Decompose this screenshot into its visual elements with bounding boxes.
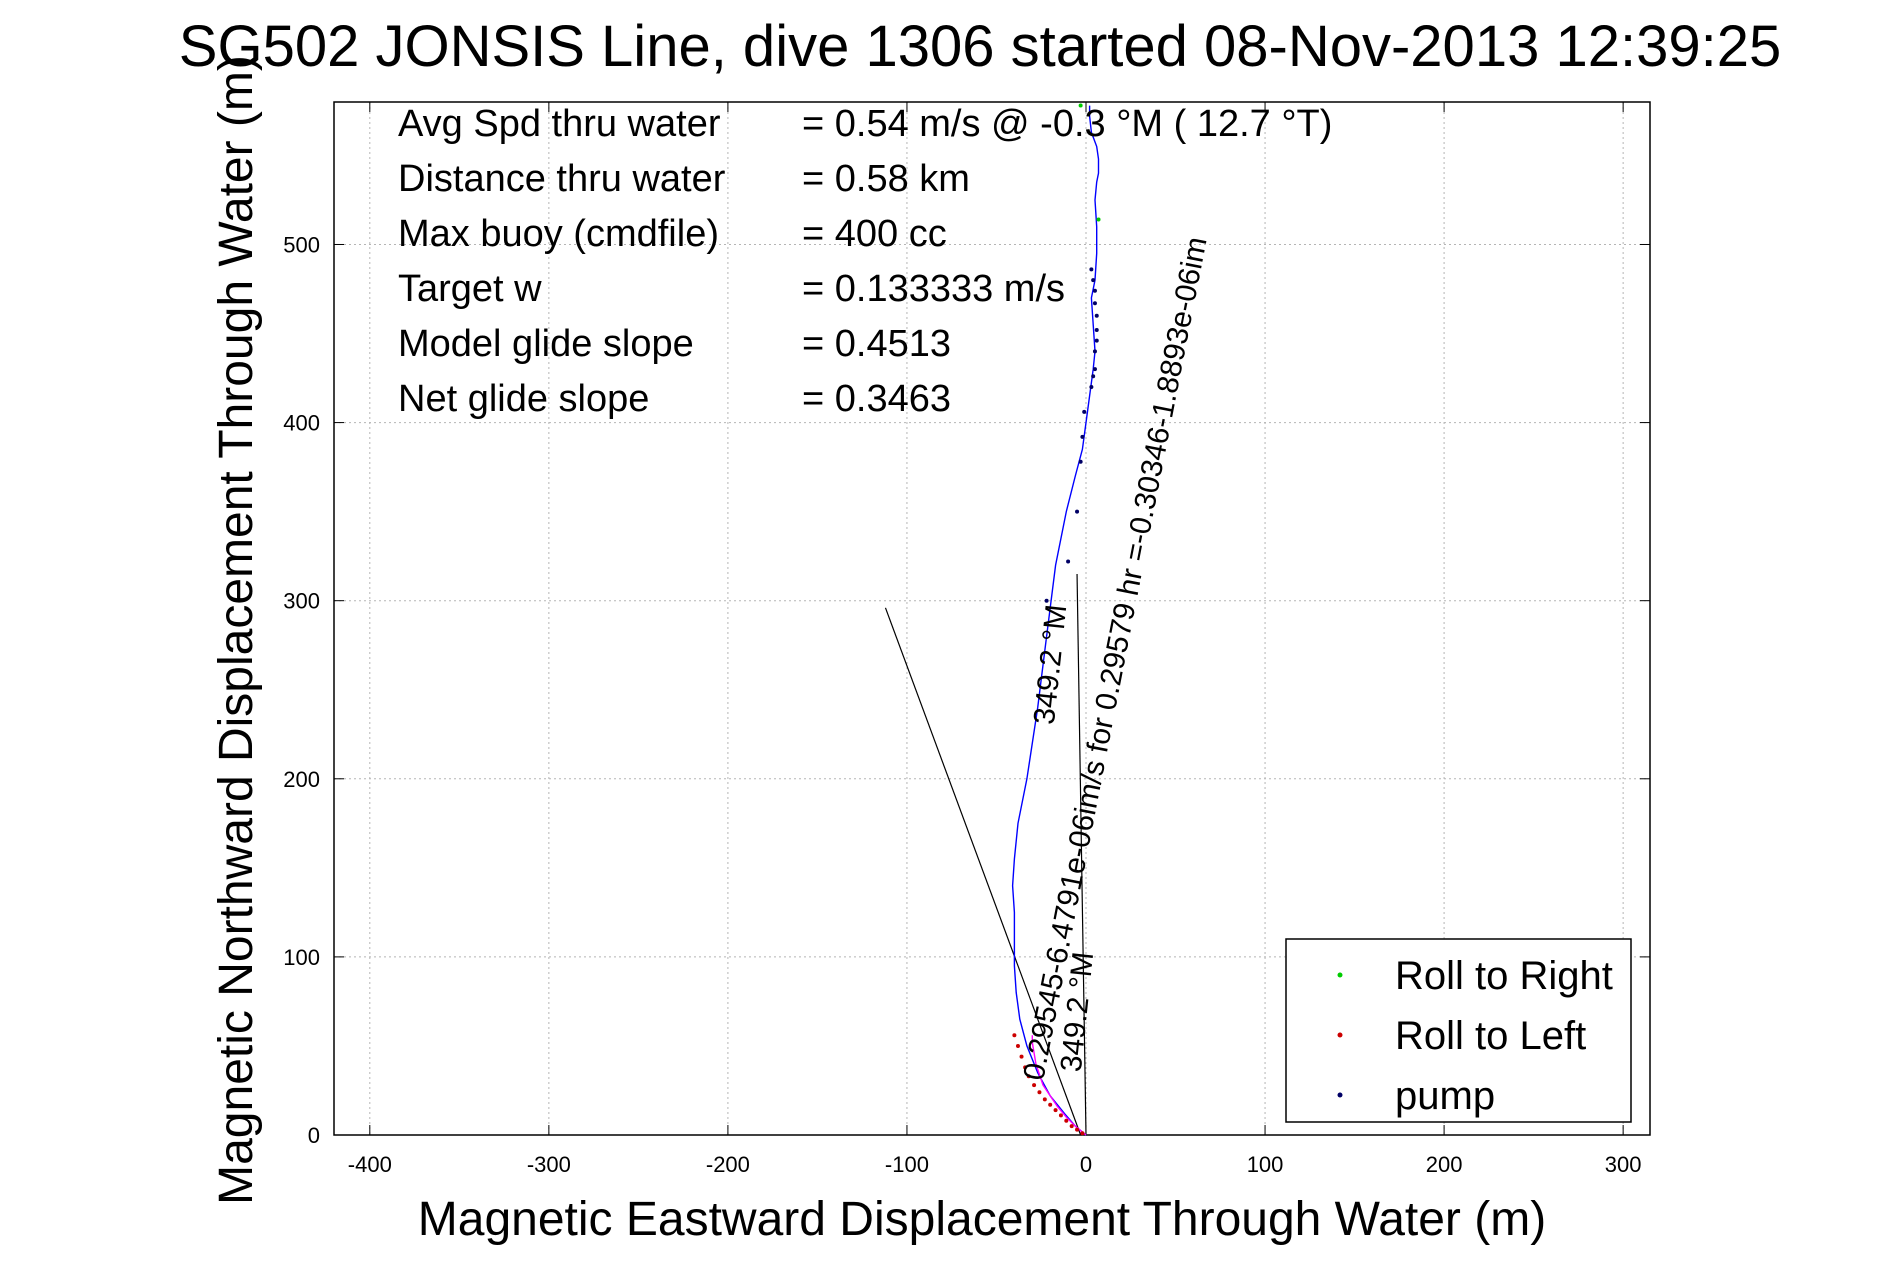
chart-title: SG502 JONSIS Line, dive 1306 started 08-… — [179, 14, 1781, 79]
y-tick-label: 200 — [283, 767, 320, 792]
legend: Roll to Right Roll to Left pump — [1285, 938, 1632, 1123]
stat-value: = 400 cc — [802, 213, 947, 255]
data-point-pump — [1044, 598, 1049, 603]
annotation-label: 349.2 °M — [1028, 603, 1073, 726]
data-point-pump — [1094, 338, 1099, 343]
stat-label: Distance thru water — [398, 158, 726, 200]
legend-marker — [1337, 1092, 1343, 1098]
series-line-roll-to-left — [1031, 1035, 1087, 1136]
reference-line-heading — [1076, 573, 1087, 1136]
stat-label: Model glide slope — [398, 323, 694, 365]
data-point-pump — [1092, 349, 1097, 354]
data-point-roll-to-left — [1026, 1074, 1031, 1079]
data-point-roll-to-left — [1023, 1065, 1028, 1070]
legend-items: Roll to Right Roll to Left pump — [1337, 954, 1613, 1118]
x-tick-label: 0 — [1080, 1152, 1092, 1177]
x-tick-label: 200 — [1426, 1152, 1463, 1177]
data-point-roll-to-left — [1019, 1054, 1024, 1059]
y-tick-label: 0 — [308, 1123, 320, 1148]
data-point-roll-to-left — [1042, 1097, 1047, 1102]
annotations: 0.29545-6.4791e-06im/s for 0.29579 hr =-… — [1017, 234, 1213, 1083]
data-point-roll-to-left — [1080, 1131, 1085, 1136]
x-tick-label: 100 — [1247, 1152, 1284, 1177]
data-point-pump — [1089, 384, 1094, 389]
y-axis-label: Magnetic Northward Displacement Through … — [210, 55, 263, 1205]
plot-area — [333, 101, 1651, 1136]
x-tick-labels: -400 -300 -200 -100 0 100 200 300 — [348, 1152, 1642, 1177]
data-point-roll-to-left — [1058, 1113, 1063, 1118]
reference-lines — [884, 573, 1087, 1136]
legend-marker — [1337, 972, 1343, 978]
x-tick-label: -200 — [706, 1152, 750, 1177]
reference-line-current — [884, 607, 1082, 1136]
series-group — [1011, 105, 1100, 1136]
stat-label: Avg Spd thru water — [398, 103, 721, 145]
data-point-pump — [1092, 288, 1097, 293]
data-point-roll-to-right — [1096, 217, 1101, 222]
stat-label: Net glide slope — [398, 378, 649, 420]
y-tick-labels: 0 100 200 300 400 500 — [283, 232, 320, 1148]
series-line-roll-to-right — [1011, 105, 1100, 1136]
data-point-roll-to-left — [1069, 1124, 1074, 1129]
data-point-pump — [1091, 374, 1096, 379]
x-tick-label: -300 — [527, 1152, 571, 1177]
data-point-roll-to-left — [1032, 1083, 1037, 1088]
data-point-pump — [1092, 367, 1097, 372]
data-point-roll-to-left — [1075, 1127, 1080, 1132]
data-point-pump — [1091, 278, 1096, 283]
stat-label: Target w — [398, 268, 542, 310]
data-point-roll-to-left — [1037, 1090, 1042, 1095]
y-tick-label: 300 — [283, 589, 320, 614]
data-point-pump — [1094, 327, 1099, 332]
x-axis-label: Magnetic Eastward Displacement Through W… — [418, 1193, 1546, 1246]
legend-label: Roll to Right — [1395, 954, 1613, 998]
stat-value: = 0.133333 m/s — [802, 268, 1065, 310]
x-tick-label: -400 — [348, 1152, 392, 1177]
data-point-roll-to-right — [1078, 103, 1083, 108]
data-point-pump — [1089, 267, 1094, 272]
legend-marker — [1337, 1032, 1343, 1038]
data-point-roll-to-left — [1053, 1108, 1058, 1113]
legend-box — [1285, 938, 1632, 1123]
y-tick-label: 400 — [283, 411, 320, 436]
stat-value: = 0.54 m/s @ -0.3 °M ( 12.7 °T) — [802, 103, 1332, 145]
stat-value: = 0.3463 — [802, 378, 951, 420]
marker-group — [1012, 103, 1101, 1136]
data-point-pump — [1092, 301, 1097, 306]
x-tick-label: 300 — [1605, 1152, 1642, 1177]
data-point-roll-to-left — [1012, 1033, 1017, 1038]
x-tick-label: -100 — [885, 1152, 929, 1177]
data-point-roll-to-left — [1048, 1102, 1053, 1107]
stats-block: Avg Spd thru water = 0.54 m/s @ -0.3 °M (… — [398, 103, 1332, 420]
y-tick-label: 500 — [283, 232, 320, 257]
data-point-pump — [1082, 409, 1087, 414]
stat-label: Max buoy (cmdfile) — [398, 213, 719, 255]
stat-value: = 0.58 km — [802, 158, 970, 200]
data-point-roll-to-left — [1064, 1118, 1069, 1123]
data-point-pump — [1094, 313, 1099, 318]
data-point-pump — [1078, 459, 1083, 464]
data-point-pump — [1066, 559, 1071, 564]
data-point-pump — [1080, 434, 1085, 439]
legend-label: Roll to Left — [1395, 1014, 1586, 1058]
data-point-pump — [1075, 509, 1080, 514]
data-point-roll-to-left — [1015, 1043, 1020, 1048]
y-tick-label: 100 — [283, 945, 320, 970]
legend-label: pump — [1395, 1074, 1495, 1118]
stat-value: = 0.4513 — [802, 323, 951, 365]
